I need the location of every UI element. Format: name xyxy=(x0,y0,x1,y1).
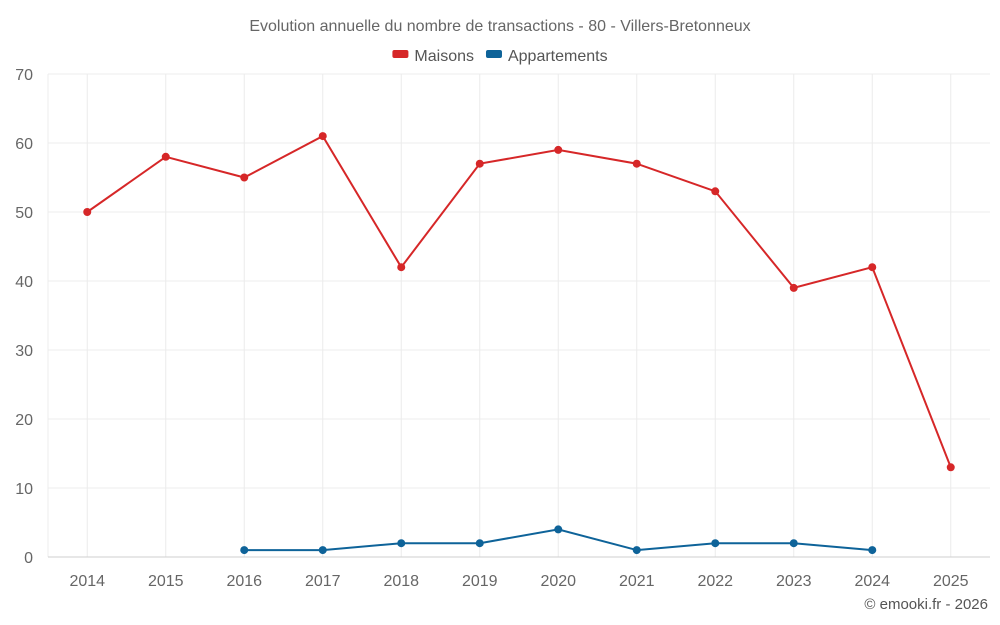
x-axis: 2014 2015 2016 2017 2018 2019 2020 2021 2022 2023… xyxy=(69,573,968,590)
chart-title: Evolution annuelle du nombre de transact… xyxy=(249,18,750,35)
data-point-maisons[interactable] xyxy=(789,283,798,292)
data-point-maisons[interactable] xyxy=(161,152,170,161)
series-maisons xyxy=(83,132,955,472)
x-tick-label: 2015 xyxy=(148,573,184,590)
x-tick-label: 2024 xyxy=(854,573,890,590)
data-point-maisons[interactable] xyxy=(868,263,877,272)
data-point-appartements[interactable] xyxy=(240,546,249,555)
data-point-maisons[interactable] xyxy=(946,463,955,472)
x-tick-label: 2020 xyxy=(540,573,576,590)
data-point-appartements[interactable] xyxy=(868,546,877,555)
data-point-maisons[interactable] xyxy=(397,263,406,272)
legend-item-appartements[interactable]: Appartements xyxy=(485,48,608,65)
x-tick-label: 2017 xyxy=(305,573,341,590)
x-tick-label: 2021 xyxy=(619,573,655,590)
legend-label: Appartements xyxy=(508,48,608,65)
x-tick-label: 2023 xyxy=(776,573,812,590)
y-tick-label: 0 xyxy=(24,550,33,567)
data-point-appartements[interactable] xyxy=(475,539,484,548)
series-appartements xyxy=(240,525,877,555)
x-tick-label: 2019 xyxy=(462,573,498,590)
x-tick-label: 2018 xyxy=(383,573,419,590)
data-point-maisons[interactable] xyxy=(318,132,327,141)
y-tick-label: 30 xyxy=(15,343,33,360)
data-point-appartements[interactable] xyxy=(397,539,406,548)
y-tick-label: 20 xyxy=(15,412,33,429)
series-layer xyxy=(83,132,955,555)
x-tick-label: 2022 xyxy=(697,573,733,590)
data-point-appartements[interactable] xyxy=(789,539,798,548)
data-point-maisons[interactable] xyxy=(83,208,92,216)
data-point-appartements[interactable] xyxy=(632,546,641,555)
legend-swatch xyxy=(392,50,409,58)
x-tick-label: 2025 xyxy=(933,573,969,590)
data-point-appartements[interactable] xyxy=(318,546,327,555)
data-point-maisons[interactable] xyxy=(711,187,720,196)
y-tick-label: 10 xyxy=(15,481,33,498)
data-point-maisons[interactable] xyxy=(240,173,249,182)
data-point-appartements[interactable] xyxy=(554,525,563,534)
grid xyxy=(47,73,990,558)
credit-text: © emooki.fr - 2026 xyxy=(864,596,988,613)
data-point-maisons[interactable] xyxy=(475,159,484,168)
series-line-maisons xyxy=(86,134,952,468)
data-point-appartements[interactable] xyxy=(711,539,720,548)
y-tick-label: 50 xyxy=(15,205,33,222)
y-tick-label: 70 xyxy=(15,67,33,84)
legend-swatch xyxy=(485,50,502,58)
legend-label: Maisons xyxy=(414,48,474,65)
x-tick-label: 2016 xyxy=(226,573,262,590)
y-axis: 0 10 20 30 40 50 60 70 xyxy=(15,67,33,567)
data-point-maisons[interactable] xyxy=(554,145,563,154)
legend-item-maisons[interactable]: Maisons xyxy=(392,48,474,65)
y-tick-label: 60 xyxy=(15,136,33,153)
x-tick-label: 2014 xyxy=(69,573,105,590)
y-tick-label: 40 xyxy=(15,274,33,291)
data-point-maisons[interactable] xyxy=(632,159,641,168)
legend: Maisons Appartements xyxy=(392,48,608,65)
